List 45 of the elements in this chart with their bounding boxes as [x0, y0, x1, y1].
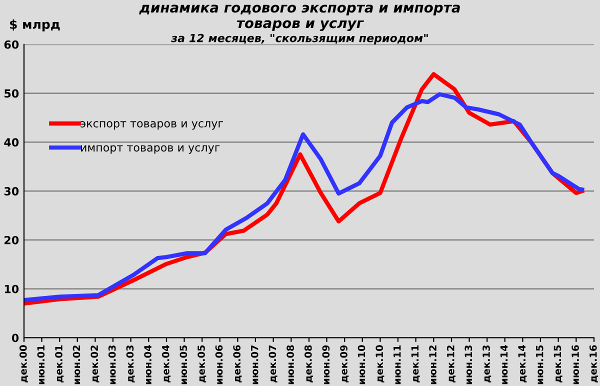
x-tick-label: июн.05	[180, 345, 188, 384]
x-tick-label: дек.00	[19, 345, 28, 382]
x-tick-label: июн.10	[358, 345, 366, 384]
x-tick-label: июн.04	[144, 345, 152, 384]
legend-label: импорт товаров и услуг	[81, 145, 220, 154]
x-tick-label: дек.16	[589, 345, 598, 382]
y-tick-label: 30	[4, 187, 19, 196]
x-tick-label: июн.12	[429, 346, 436, 384]
x-tick-label: июн.07	[250, 345, 258, 384]
x-tick-label: июн.11	[394, 345, 401, 384]
x-tick-label: дек.12	[446, 346, 456, 382]
y-tick-label: 0	[12, 334, 19, 342]
x-tick-label: июн.14	[500, 345, 508, 384]
x-tick-label: дек.14	[518, 345, 527, 382]
y-tick-label: 10	[4, 284, 19, 294]
x-tick-label: июн.09	[322, 345, 330, 384]
x-tick-label: июн.02	[72, 346, 80, 384]
legend-label: экспорт товаров и услуг	[80, 121, 223, 130]
y-axis-title: $ млрд	[10, 19, 60, 32]
x-tick-label: дек.02	[90, 346, 100, 382]
x-tick-label: дек.13	[482, 345, 492, 382]
chart-subtitle: за 12 месяцев, "скользящим периодом"	[171, 34, 428, 44]
x-tick-label: дек.11	[411, 345, 420, 382]
chart-title: динамика годового экспорта и импорта товаров и услуг	[139, 4, 460, 32]
x-tick-label: дек.03	[126, 345, 135, 382]
x-tick-label: июн.01	[37, 345, 45, 384]
x-tick-label: дек.10	[376, 345, 384, 382]
x-tick-label: июн.08	[286, 345, 294, 384]
y-tick-label: 60	[4, 40, 19, 49]
x-tick-label: дек.06	[233, 345, 242, 382]
y-tick-label: 40	[4, 138, 19, 147]
x-tick-label: дек.09	[340, 345, 349, 382]
x-tick-label: июн.03	[108, 345, 116, 384]
x-tick-label: дек.01	[55, 345, 64, 382]
x-tick-label: дек.07	[268, 345, 278, 382]
x-tick-label: июн.13	[464, 345, 472, 384]
x-tick-label: июн.15	[536, 345, 544, 384]
x-tick-label: дек.04	[162, 345, 171, 382]
x-tick-label: дек.08	[304, 345, 314, 382]
x-tick-label: дек.05	[198, 345, 206, 382]
y-tick-label: 20	[4, 236, 19, 244]
x-tick-label: июн.16	[572, 345, 579, 384]
y-tick-label: 50	[4, 89, 19, 98]
x-tick-label: июн.06	[215, 345, 223, 384]
x-tick-label: дек.15	[554, 345, 562, 382]
